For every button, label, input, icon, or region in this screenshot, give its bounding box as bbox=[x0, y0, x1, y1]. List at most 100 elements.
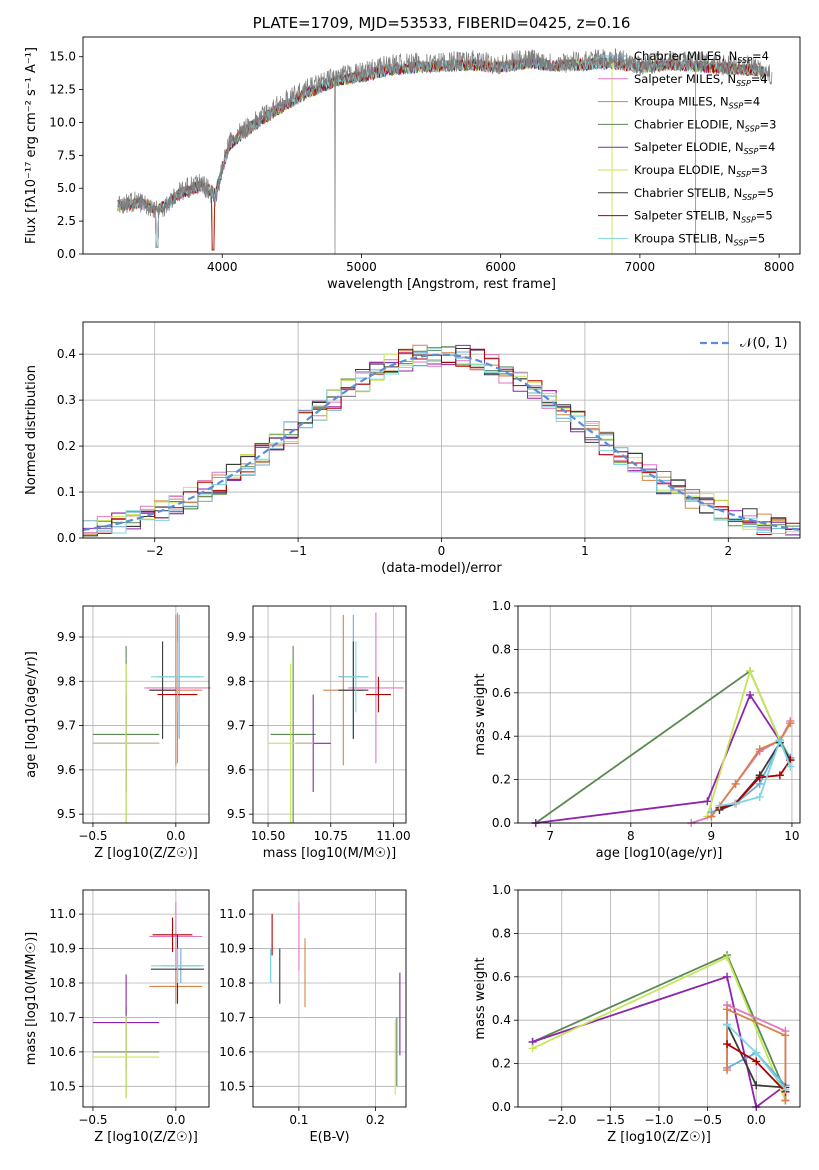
weight-marker bbox=[752, 1081, 761, 1090]
x-tick-label: −0.5 bbox=[78, 829, 107, 843]
x-tick-label: 9 bbox=[708, 829, 716, 843]
y-tick-label: 0.0 bbox=[57, 531, 76, 545]
x-tick-label: −0.5 bbox=[693, 1113, 722, 1127]
weight-line-kroupa-miles bbox=[726, 1008, 787, 1101]
errorbar-point bbox=[150, 948, 205, 983]
mass_age-points bbox=[268, 612, 404, 823]
residuals-axes: −2 −1 0 1 2 0.0 0.1 0.2 0.3 0.4 bbox=[57, 322, 800, 558]
x-tick-label: 4000 bbox=[207, 260, 238, 274]
Z_mass-points bbox=[92, 902, 205, 1099]
weight-marker bbox=[746, 667, 755, 676]
weight-marker bbox=[723, 1040, 732, 1049]
ebv_mass-frame bbox=[252, 889, 407, 1108]
x-tick-label: −2 bbox=[146, 544, 164, 558]
y-tick-label: 9.5 bbox=[57, 807, 76, 821]
y-tick-label: 9.7 bbox=[227, 719, 246, 733]
weight-marker bbox=[752, 1057, 761, 1066]
y-tick-label: 0.4 bbox=[57, 347, 76, 361]
age_weight-ylabel: mass weight bbox=[473, 673, 488, 755]
x-tick-label: 8 bbox=[627, 829, 635, 843]
x-tick-label: −1 bbox=[289, 544, 307, 558]
residual-histograms bbox=[82, 344, 801, 538]
errorbar-point bbox=[92, 663, 160, 823]
x-tick-label: 0.0 bbox=[747, 1113, 766, 1127]
errorbar-point bbox=[149, 969, 203, 1004]
weight-marker bbox=[786, 762, 795, 771]
spectrum-xlabel: wavelength [Angstrom, rest frame] bbox=[327, 277, 556, 292]
residuals-frame bbox=[82, 321, 801, 539]
y-tick-label: 0.0 bbox=[492, 1100, 511, 1114]
y-tick-label: 5.0 bbox=[57, 181, 76, 195]
x-tick-label: −1.0 bbox=[644, 1113, 673, 1127]
errorbar-point bbox=[149, 641, 176, 739]
errorbar-point bbox=[365, 676, 391, 713]
y-tick-label: 11.0 bbox=[219, 907, 246, 921]
errorbar-point bbox=[268, 663, 314, 823]
y-tick-label: 10.7 bbox=[219, 1010, 246, 1024]
weight-marker bbox=[781, 1031, 790, 1040]
legend-label: Salpeter MILES, NSSP=4 bbox=[634, 72, 768, 88]
errorbar-point bbox=[348, 612, 404, 764]
x-tick-label: 6000 bbox=[485, 260, 516, 274]
y-tick-label: 0.2 bbox=[492, 1057, 511, 1071]
residuals-ylabel: Normed distribution bbox=[24, 365, 39, 495]
x-tick-label: 0.0 bbox=[166, 1113, 185, 1127]
y-tick-label: 15.0 bbox=[49, 50, 76, 64]
weight-line-salpeter-stelib bbox=[719, 759, 792, 809]
Z_weight-xlabel: Z [log10(Z/Z☉)] bbox=[607, 1130, 711, 1145]
y-tick-label: 0.2 bbox=[492, 773, 511, 787]
weight-line-chabrier-elodie bbox=[535, 669, 792, 824]
y-tick-label: 10.8 bbox=[219, 976, 246, 990]
mass_age-xlabel: mass [log10(M/M☉)] bbox=[263, 846, 396, 861]
y-tick-label: 11.0 bbox=[49, 907, 76, 921]
x-tick-label: 10.75 bbox=[314, 829, 348, 843]
age_weight-axes: 7 8 9 10 0.0 0.2 0.4 0.6 0.8 1.0 bbox=[492, 599, 800, 843]
x-tick-label: 11.00 bbox=[376, 829, 410, 843]
y-tick-label: 10.5 bbox=[49, 1079, 76, 1093]
legend-label: Chabrier STELIB, NSSP=5 bbox=[634, 186, 774, 202]
y-tick-label: 0.8 bbox=[492, 926, 511, 940]
weight-marker bbox=[781, 1085, 790, 1094]
y-tick-label: 1.0 bbox=[492, 883, 511, 897]
weight-marker bbox=[775, 736, 784, 745]
legend-label: 𝒩(0, 1) bbox=[740, 336, 787, 351]
x-tick-label: −0.5 bbox=[78, 1113, 107, 1127]
ebv_mass-points bbox=[270, 902, 401, 1095]
y-tick-label: 0.6 bbox=[492, 686, 511, 700]
y-tick-label: 1.0 bbox=[492, 599, 511, 613]
y-tick-label: 0.0 bbox=[492, 816, 511, 830]
ebv_mass-xlabel: E(B-V) bbox=[309, 1130, 349, 1145]
weight-marker bbox=[746, 690, 755, 699]
y-tick-label: 10.8 bbox=[49, 976, 76, 990]
x-tick-label: 0.1 bbox=[289, 1113, 308, 1127]
Z_weight-series bbox=[528, 951, 790, 1111]
weight-marker bbox=[703, 797, 712, 806]
residuals-xlabel: (data-model)/error bbox=[381, 561, 502, 576]
x-tick-label: 8000 bbox=[764, 260, 795, 274]
model-spectrum-kroupa-stelib bbox=[117, 56, 766, 248]
spectrum-frame bbox=[82, 36, 801, 255]
y-tick-label: 0.3 bbox=[57, 393, 76, 407]
y-tick-label: 9.6 bbox=[57, 763, 76, 777]
errorbar-point bbox=[338, 641, 369, 739]
y-tick-label: 9.9 bbox=[227, 630, 246, 644]
spectrum-series bbox=[117, 48, 773, 255]
weight-marker bbox=[755, 745, 764, 754]
y-tick-label: 0.4 bbox=[492, 729, 511, 743]
weight-marker bbox=[781, 1096, 790, 1105]
weight-marker bbox=[755, 792, 764, 801]
y-tick-label: 9.8 bbox=[57, 674, 76, 688]
Z_mass-frame bbox=[82, 889, 210, 1108]
ebv_mass-axes: 0.1 0.2 10.5 10.6 10.7 10.8 10.9 11.0 bbox=[219, 890, 406, 1127]
y-tick-label: 2.5 bbox=[57, 214, 76, 228]
errorbar-point bbox=[150, 641, 205, 713]
y-tick-label: 0.6 bbox=[492, 970, 511, 984]
Z_mass-ylabel: mass [log10(M/M☉)] bbox=[24, 932, 39, 1065]
x-tick-label: 5000 bbox=[346, 260, 377, 274]
x-tick-label: −1.5 bbox=[596, 1113, 625, 1127]
Z_mass-xlabel: Z [log10(Z/Z☉)] bbox=[94, 1130, 198, 1145]
y-tick-label: 10.6 bbox=[49, 1045, 76, 1059]
data-spectrum bbox=[117, 48, 773, 255]
histogram-kroupa-stelib bbox=[82, 347, 800, 538]
